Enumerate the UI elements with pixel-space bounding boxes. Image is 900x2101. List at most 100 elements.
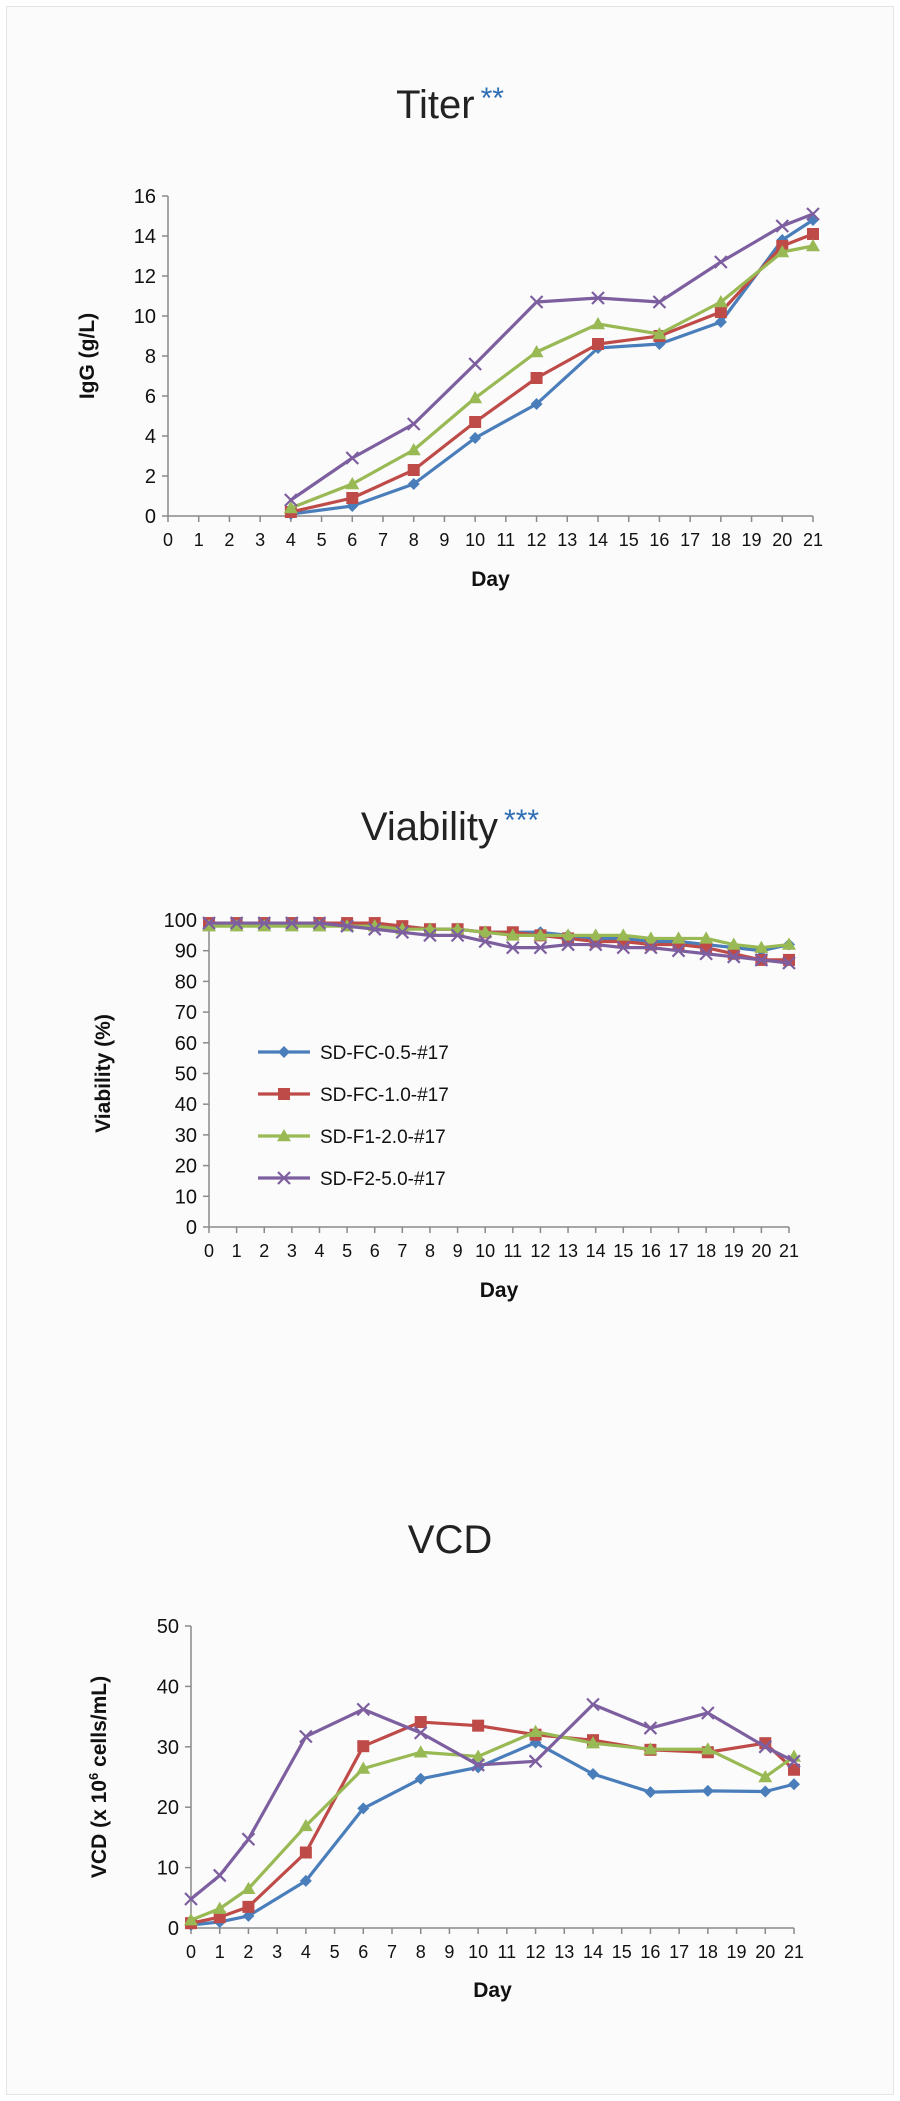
x-tick-label: 7 [397, 1241, 407, 1261]
x-tick-label: 18 [696, 1241, 716, 1261]
data-point [587, 1767, 599, 1780]
data-point [652, 327, 667, 340]
x-tick-label: 4 [301, 1942, 311, 1962]
x-tick-label: 7 [378, 530, 388, 550]
chart-title-text: Titer [396, 83, 475, 127]
data-point [212, 1868, 227, 1883]
data-point [644, 940, 658, 955]
y-tick-label: 2 [145, 466, 156, 488]
series-sd-f2-5-0-17 [184, 1697, 801, 1906]
y-tick-label: 4 [145, 426, 156, 448]
x-tick-label: 16 [641, 1241, 661, 1261]
data-point [533, 940, 548, 955]
y-axis-label-prefix: VCD (x 10 [88, 1780, 111, 1878]
x-tick-label: 14 [588, 530, 608, 550]
x-tick-label: 13 [558, 1241, 578, 1261]
data-point [787, 1754, 801, 1769]
x-tick-label: 9 [439, 530, 449, 550]
y-tick-label: 50 [175, 1064, 197, 1086]
data-point [367, 922, 382, 936]
data-point [406, 417, 421, 431]
data-point [202, 916, 216, 930]
y-axis-label-suffix: cells/mL) [88, 1676, 111, 1773]
y-tick-label: 0 [186, 1217, 197, 1239]
y-tick-label: 16 [134, 186, 156, 208]
x-tick-label: 10 [468, 1942, 488, 1962]
data-point [754, 953, 769, 967]
x-tick-label: 14 [583, 1942, 603, 1962]
x-tick-label: 21 [779, 1241, 799, 1261]
legend-item-sd-f2-5-0-17: SD-F2-5.0-#17 [258, 1169, 446, 1190]
x-tick-label: 3 [255, 530, 265, 550]
data-point [356, 1761, 371, 1774]
series-sd-f2-5-0-17 [284, 207, 820, 507]
y-tick-label: 14 [134, 226, 156, 248]
legend: SD-FC-0.5-#17 SD-FC-1.0-#17 SD-F1-2.0-#17 S… [258, 1043, 449, 1190]
legend-label: SD-FC-1.0-#17 [320, 1085, 449, 1106]
x-tick-label: 11 [497, 530, 516, 550]
y-axis-label: IgG (g/L) [76, 313, 99, 399]
series-sd-f2-5-0-17 [202, 916, 796, 970]
significance-marker: ** [480, 82, 504, 115]
y-tick-label: 10 [157, 1858, 179, 1880]
x-tick-label: 20 [755, 1942, 775, 1962]
data-point [713, 295, 728, 308]
data-point [758, 1770, 773, 1783]
y-axis-label: VCD (x 106 cells/mL) [86, 1676, 111, 1878]
data-point [758, 1740, 773, 1754]
data-point [414, 1772, 427, 1785]
data-point [471, 1758, 485, 1772]
data-point [340, 919, 354, 933]
x-tick-label: 17 [669, 1942, 689, 1962]
x-tick-label: 8 [416, 1942, 426, 1962]
y-tick-label: 10 [134, 306, 156, 328]
y-tick-label: 60 [175, 1033, 197, 1055]
data-point [299, 1729, 313, 1744]
data-point [588, 937, 603, 952]
data-point [529, 295, 544, 309]
x-tick-label: 10 [475, 1241, 495, 1261]
x-tick-label: 5 [330, 1942, 340, 1962]
data-point [700, 1742, 715, 1755]
data-point [468, 357, 482, 371]
data-point [506, 940, 520, 955]
data-point [561, 928, 576, 941]
data-point [528, 1754, 543, 1769]
legend-swatch-marker [277, 1171, 291, 1185]
x-tick-label: 0 [163, 530, 173, 550]
x-tick-label: 20 [772, 530, 792, 550]
legend-item-sd-f1-2-0-17: SD-F1-2.0-#17 [258, 1127, 446, 1148]
data-point [591, 317, 605, 330]
x-tick-label: 3 [287, 1241, 297, 1261]
data-point [184, 1892, 198, 1906]
data-point [807, 228, 819, 240]
series-sd-f1-2-0-17 [184, 1724, 801, 1926]
legend-item-sd-fc-0-5-17: SD-FC-0.5-#17 [258, 1043, 449, 1064]
data-point [699, 931, 714, 944]
y-tick-label: 10 [175, 1186, 197, 1208]
data-point [423, 928, 437, 943]
x-axis-label: Day [480, 1279, 519, 1302]
x-tick-label: 11 [503, 1241, 522, 1261]
x-tick-label: 13 [557, 530, 577, 550]
chart-title-text: Viability [360, 805, 499, 849]
x-axis-label: Day [473, 1979, 512, 2002]
x-tick-label: 12 [530, 1241, 550, 1261]
data-point [478, 934, 492, 949]
x-tick-label: 2 [224, 530, 234, 550]
data-point [202, 919, 216, 932]
x-tick-label: 4 [314, 1241, 324, 1261]
data-point [356, 1702, 371, 1717]
x-tick-label: 7 [387, 1942, 397, 1962]
data-point [586, 1697, 600, 1712]
data-point [788, 1763, 800, 1776]
data-point [528, 1724, 543, 1737]
chart-title-text: VCD [407, 1518, 493, 1562]
data-point [345, 451, 360, 465]
data-point [701, 1706, 715, 1720]
y-tick-label: 80 [175, 971, 197, 993]
data-point [229, 919, 244, 932]
data-point [213, 1911, 226, 1924]
